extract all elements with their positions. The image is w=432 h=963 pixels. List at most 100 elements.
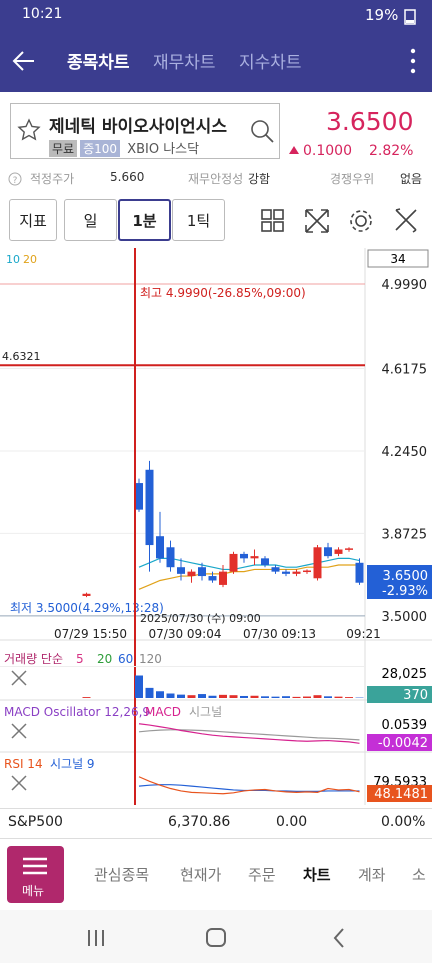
battery: 19% xyxy=(365,6,399,24)
period-button[interactable]: 1틱 xyxy=(172,199,225,241)
candle-body xyxy=(229,553,238,572)
menu-button[interactable]: 메뉴 xyxy=(7,846,64,903)
legend-item: 120 xyxy=(139,652,162,666)
bottom-nav: 메뉴 xyxy=(0,838,432,909)
candle-body xyxy=(219,571,227,585)
candle-body xyxy=(313,547,322,579)
indicator-button[interactable]: 지표 xyxy=(9,199,57,241)
menu-label: 메뉴 xyxy=(22,884,45,898)
volume-bar xyxy=(303,696,311,698)
volume-bar xyxy=(313,695,322,698)
period-button[interactable]: 1분 xyxy=(118,199,171,241)
count-box xyxy=(367,249,429,268)
panel-title: 거래량 단순 xyxy=(4,652,63,666)
info-label: 적정주가 xyxy=(30,172,75,186)
index-value: 6,370.86 xyxy=(168,814,231,830)
legend-item: 시그널 xyxy=(189,705,222,719)
nav-item[interactable]: 차트 xyxy=(303,866,331,884)
y-tick-label: 3.5000 xyxy=(382,610,428,625)
last-box xyxy=(367,734,432,751)
volume-bar xyxy=(145,687,154,698)
volume-bar xyxy=(208,695,217,698)
legend-item: 60 xyxy=(118,652,133,666)
nav-item[interactable]: 현재가 xyxy=(180,866,222,884)
volume-bar xyxy=(156,691,164,698)
volume-bar xyxy=(345,697,353,698)
candle-body xyxy=(292,571,301,574)
back-button[interactable] xyxy=(10,47,38,75)
legend-item: 20 xyxy=(97,652,112,666)
up-arrow xyxy=(289,146,299,154)
close-panel[interactable] xyxy=(11,775,27,791)
nav-item[interactable]: 관심종목 xyxy=(94,866,150,884)
volume-bar xyxy=(82,697,91,698)
price-change: 0.1000 xyxy=(303,143,352,159)
stock-tags: 무료 증100 XBIO 나스닥 xyxy=(49,138,199,157)
battery-icon xyxy=(404,9,416,25)
candle-body xyxy=(198,567,206,577)
volume-bar xyxy=(250,695,259,698)
close-panel[interactable] xyxy=(11,723,27,739)
more-menu[interactable] xyxy=(408,46,418,76)
price-change-pct: 2.82% xyxy=(369,143,414,159)
y-tick-label: 3.8725 xyxy=(382,527,428,542)
y-tick-label: 4.6175 xyxy=(382,362,428,377)
volume-bar xyxy=(271,696,280,698)
tab[interactable]: 종목차트 xyxy=(67,53,130,73)
favorite-star[interactable] xyxy=(17,118,41,142)
legend-item: 10 xyxy=(6,253,20,266)
low-label: 최저 3.5000(4.29%,13:28) xyxy=(10,601,164,615)
volume-bar xyxy=(292,696,301,698)
high-label: 최고 4.9990(-26.85%,09:00) xyxy=(140,286,306,300)
y-tick-label: 0.0539 xyxy=(382,718,428,733)
candle-body xyxy=(355,562,364,583)
x-tick-label: 07/29 15:50 xyxy=(54,627,127,641)
nav-item[interactable]: 소 xyxy=(412,866,426,884)
svg-text:?: ? xyxy=(13,176,18,186)
search-icon[interactable] xyxy=(249,118,275,144)
y-tick-label: 28,025 xyxy=(382,667,428,682)
candle-body xyxy=(166,547,175,568)
crosshair-price: 4.6321 xyxy=(2,350,41,363)
help-icon[interactable]: ? xyxy=(8,172,22,186)
last-rsi: 48.1481 xyxy=(374,787,428,802)
ma-line xyxy=(138,557,360,571)
info-label: 재무안정성 xyxy=(188,172,244,186)
last-macd: -0.0042 xyxy=(378,736,428,751)
rsi-line xyxy=(138,776,360,795)
menu-icon xyxy=(23,857,47,875)
ma-line xyxy=(138,564,360,590)
tab[interactable]: 재무차트 xyxy=(153,53,216,73)
volume-bar xyxy=(324,696,332,698)
y-tick-label: 4.9990 xyxy=(382,278,428,293)
close-panel[interactable] xyxy=(11,670,27,686)
legend-item: 시그널 9 xyxy=(50,757,95,771)
period-button[interactable]: 일 xyxy=(64,199,117,241)
panel-title: MACD Oscillator 12,26,9 xyxy=(4,705,150,719)
current-change: -2.93% xyxy=(382,584,428,599)
volume-bar xyxy=(334,696,343,698)
candle-body xyxy=(334,549,343,554)
nav-item[interactable]: 계좌 xyxy=(358,866,386,884)
x-tick-label: 07/30 09:13 xyxy=(243,627,316,641)
tag: 증100 xyxy=(80,140,121,157)
last-volume: 370 xyxy=(403,688,428,703)
candle-body xyxy=(261,558,269,565)
macd-line xyxy=(138,723,360,744)
nav-item[interactable]: 주문 xyxy=(248,866,276,884)
volume-bar xyxy=(219,694,227,698)
volume-bar xyxy=(187,695,196,698)
candle-body xyxy=(303,570,311,573)
index-row: S&P500 6,370.86 0.00 0.00% xyxy=(0,808,432,839)
legend-item: MACD xyxy=(145,705,181,719)
tab[interactable]: 지수차트 xyxy=(239,53,302,73)
legend-item: 5 xyxy=(76,652,84,666)
candle-body xyxy=(324,547,332,557)
candle-body xyxy=(187,571,196,577)
status-bar: 10:21 19% xyxy=(0,0,432,30)
candle-body xyxy=(282,571,290,574)
app-header: 종목차트 재무차트 지수차트 xyxy=(0,30,432,92)
stock-search[interactable]: 제네틱 바이오사이언시스 무료 증100 XBIO 나스닥 xyxy=(10,103,280,159)
toolbar-icons[interactable] xyxy=(258,206,428,236)
